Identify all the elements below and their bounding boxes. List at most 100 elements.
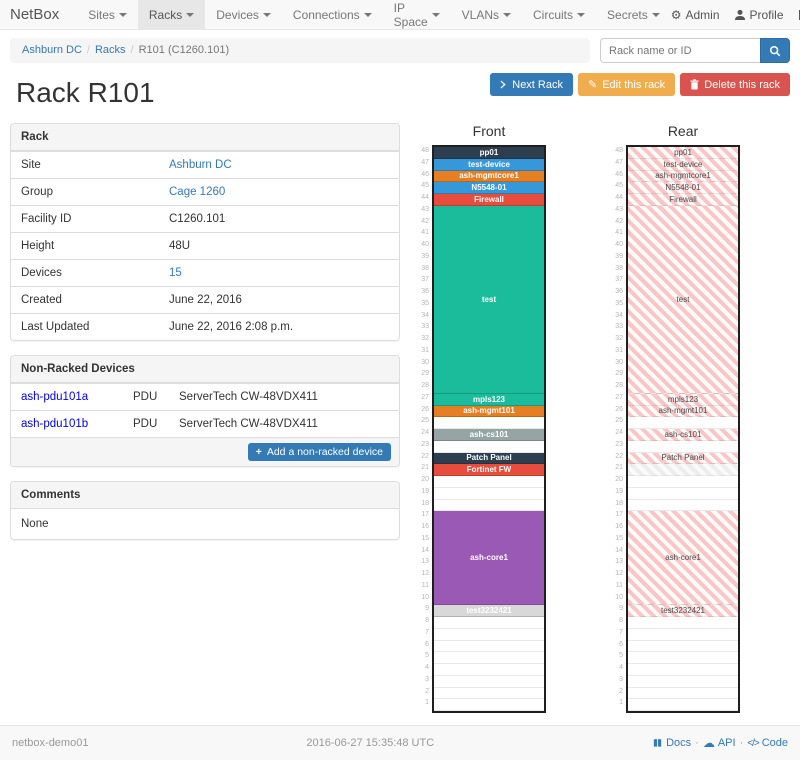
table-row: ash-pdu101b PDU ServerTech CW-48VDX411: [11, 410, 399, 437]
unit-number: 41: [615, 229, 623, 237]
rack-device[interactable]: ash-core1: [628, 511, 738, 606]
cloud-icon: ☁: [702, 736, 715, 750]
rack-device[interactable]: Patch Panel: [434, 452, 544, 465]
rack-device[interactable]: ash-mgmtcore1: [434, 170, 544, 183]
unit-number: 26: [615, 405, 623, 413]
rack-device[interactable]: N5548-01: [628, 182, 738, 194]
breadcrumb: Ashburn DC / Racks / R101 (C1260.101): [10, 38, 590, 63]
group-link[interactable]: Cage 1260: [169, 186, 226, 198]
unit-number: 33: [421, 323, 429, 331]
site-link[interactable]: Ashburn DC: [169, 159, 232, 171]
unit-number: 23: [421, 440, 429, 448]
device-role: PDU: [133, 391, 158, 403]
unit-number: 1: [425, 699, 429, 707]
rack-unit-empty: [628, 440, 738, 453]
device-model: ServerTech CW-48VDX411: [179, 391, 318, 403]
unit-number: 5: [425, 652, 429, 660]
device-link[interactable]: ash-pdu101a: [21, 391, 89, 403]
profile-link[interactable]: Profile: [734, 8, 784, 22]
rack-device[interactable]: test: [628, 205, 738, 394]
rack-device[interactable]: ash-cs101: [434, 429, 544, 441]
rack-device[interactable]: test-device: [628, 158, 738, 171]
book-icon: [652, 738, 663, 749]
rack-device[interactable]: test3232421: [628, 605, 738, 617]
nav-item-circuits[interactable]: Circuits: [522, 0, 596, 29]
rack-device[interactable]: mpls123: [434, 393, 544, 406]
breadcrumb-racks-link[interactable]: Racks: [94, 44, 126, 56]
unit-number: 10: [615, 593, 623, 601]
panel-title: Rack: [11, 124, 399, 151]
nav-item-connections[interactable]: Connections: [282, 0, 383, 29]
nav-item-secrets[interactable]: Secrets: [596, 0, 671, 29]
nav-item-racks[interactable]: Racks: [137, 0, 206, 29]
code-link[interactable]: </> Code: [747, 737, 788, 749]
next-rack-button[interactable]: Next Rack: [490, 73, 573, 96]
rack-device[interactable]: Firewall: [628, 194, 738, 206]
unit-number: 27: [421, 393, 429, 401]
separator: ·: [739, 737, 744, 749]
delete-rack-button[interactable]: Delete this rack: [680, 73, 790, 96]
main-nav: Sites Racks Devices Connections IP Space…: [77, 0, 671, 29]
unit-number: 46: [421, 170, 429, 178]
rack-device[interactable]: pp01: [628, 147, 738, 159]
unit-number: 9: [425, 605, 429, 613]
rack-unit-empty: [434, 699, 544, 711]
add-non-racked-device-button[interactable]: + Add a non-racked device: [247, 443, 391, 461]
rack-device[interactable]: ash-core1: [434, 511, 544, 606]
rack-unit-empty: [628, 664, 738, 676]
rack-device[interactable]: mpls123: [628, 393, 738, 406]
nav-item-ip-space[interactable]: IP Space: [383, 0, 451, 29]
unit-number: 21: [615, 464, 623, 472]
rack-device[interactable]: pp01: [434, 147, 544, 159]
rack-device[interactable]: test-device: [434, 158, 544, 171]
page-footer: netbox-demo01 2016-06-27 15:35:48 UTC Do…: [0, 725, 800, 760]
breadcrumb-site-link[interactable]: Ashburn DC: [22, 44, 82, 56]
nav-item-devices[interactable]: Devices: [205, 0, 282, 29]
rack-device[interactable]: ash-cs101: [628, 429, 738, 441]
edit-rack-button[interactable]: ✎ Edit this rack: [578, 73, 676, 96]
front-elevation-title: Front: [472, 123, 506, 139]
devices-count-link[interactable]: 15: [169, 267, 182, 279]
docs-link[interactable]: Docs: [652, 737, 691, 749]
rack-device[interactable]: ash-mgmtcore1: [628, 170, 738, 183]
unit-number: 31: [421, 346, 429, 354]
admin-link[interactable]: ⚙ Admin: [670, 7, 720, 22]
unit-number: 38: [421, 264, 429, 272]
unit-number: 34: [615, 311, 623, 319]
unit-number: 44: [615, 194, 623, 201]
unit-number: 25: [421, 417, 429, 425]
rack-device[interactable]: test3232421: [434, 605, 544, 617]
rack-device[interactable]: N5548-01: [434, 182, 544, 194]
api-link[interactable]: ☁ API: [702, 736, 736, 750]
rack-unit-empty: [434, 652, 544, 664]
rack-unit-empty: [434, 487, 544, 500]
rack-device[interactable]: Patch Panel: [628, 452, 738, 465]
search-input[interactable]: [600, 38, 760, 63]
nav-item-sites[interactable]: Sites: [77, 0, 138, 29]
unit-number: 11: [615, 581, 623, 589]
unit-number: 4: [619, 664, 623, 671]
table-row: Facility ID C1260.101: [11, 205, 399, 232]
device-link[interactable]: ash-pdu101b: [21, 418, 89, 430]
nav-item-vlans[interactable]: VLANs: [451, 0, 522, 29]
rack-device[interactable]: Fortinet FW: [434, 464, 544, 476]
unit-number: 7: [425, 628, 429, 636]
brand-link[interactable]: NetBox: [10, 6, 60, 23]
rack-device[interactable]: ash-mgmt101: [434, 405, 544, 418]
panel-footer: + Add a non-racked device: [11, 437, 399, 466]
rear-elevation-title: Rear: [667, 123, 699, 139]
unit-number: 30: [421, 358, 429, 366]
unit-number: 35: [421, 299, 429, 307]
rack-device[interactable]: Firewall: [434, 194, 544, 206]
rack-device[interactable]: test: [434, 205, 544, 394]
unit-number: 41: [421, 229, 429, 237]
unit-number: 40: [615, 241, 623, 248]
unit-number: 17: [421, 511, 429, 519]
unit-number: 16: [421, 523, 429, 530]
rack-device[interactable]: ash-mgmt101: [628, 405, 738, 418]
unit-number: 45: [615, 182, 623, 190]
search-button[interactable]: [760, 38, 790, 63]
user-nav: ⚙Admin Profile Log out: [671, 0, 800, 29]
rack-unit-empty: [434, 628, 544, 641]
unit-number: 24: [421, 429, 429, 436]
